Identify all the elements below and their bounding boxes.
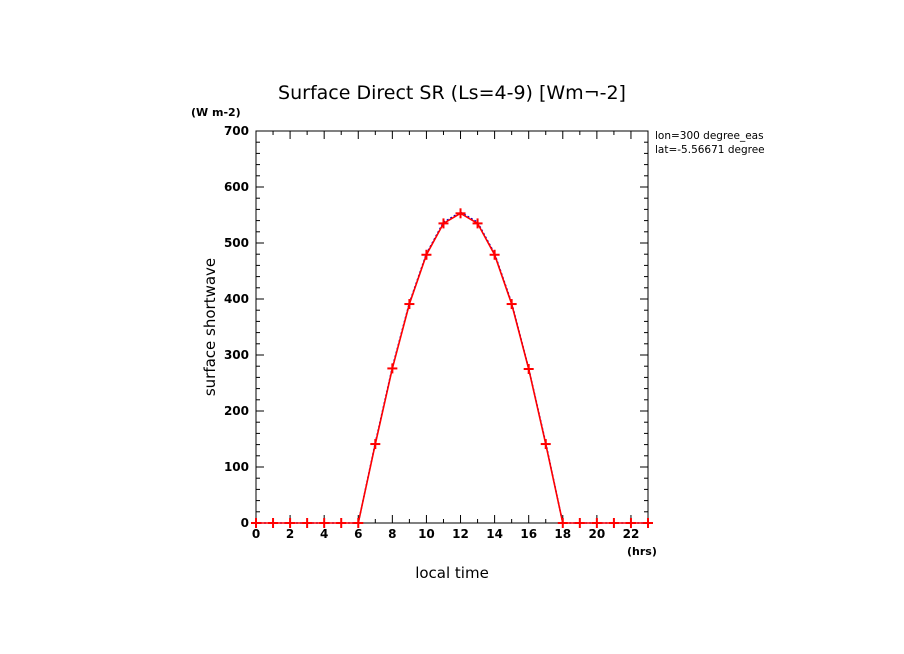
y-tick-label: 300 [224, 348, 249, 362]
plot-frame [255, 130, 649, 524]
data-point [540, 439, 551, 450]
x-tick-label: 18 [554, 527, 571, 541]
series-line [256, 211, 648, 524]
x-tick-label: 6 [354, 527, 362, 541]
y-tick-label: 600 [224, 180, 249, 194]
data-point [472, 218, 483, 229]
data-point [404, 299, 415, 310]
y-tick-label: 200 [224, 404, 249, 418]
data-point [608, 518, 619, 528]
series-line [256, 212, 648, 524]
data-point [268, 518, 279, 528]
y-unit-label: (W m-2) [191, 106, 241, 119]
annotation-lon: lon=300 degree_eas [655, 130, 764, 142]
data-point [251, 518, 261, 528]
data-point [591, 518, 602, 528]
data-point [336, 518, 347, 528]
x-tick-label: 8 [388, 527, 396, 541]
x-tick-label: 10 [418, 527, 435, 541]
x-tick-label: 0 [252, 527, 260, 541]
data-point [387, 363, 398, 374]
x-tick-label: 14 [486, 527, 503, 541]
data-point [506, 299, 517, 310]
data-point [643, 518, 653, 528]
data-point [625, 518, 636, 528]
data-point [489, 249, 500, 260]
data-point [438, 218, 449, 229]
data-point [353, 518, 364, 528]
y-axis-label: surface shortwave [201, 258, 219, 396]
data-point [455, 208, 466, 219]
x-tick-label: 22 [623, 527, 640, 541]
x-unit-label: (hrs) [627, 545, 657, 558]
y-tick-label: 400 [224, 292, 249, 306]
x-tick-label: 20 [589, 527, 606, 541]
y-tick-label: 0 [241, 516, 249, 530]
x-tick-label: 12 [452, 527, 469, 541]
x-tick-label: 16 [520, 527, 537, 541]
data-point [523, 364, 534, 374]
data-point [302, 518, 313, 528]
x-tick-label: 2 [286, 527, 294, 541]
x-tick-label: 4 [320, 527, 328, 541]
data-point [557, 518, 568, 528]
data-point [574, 518, 585, 528]
y-tick-label: 100 [224, 460, 249, 474]
y-tick-label: 700 [224, 124, 249, 138]
annotation-lat: lat=-5.56671 degree [655, 144, 765, 156]
data-point [421, 249, 432, 260]
data-point [370, 439, 381, 450]
x-axis-label: local time [415, 564, 489, 582]
y-tick-label: 500 [224, 236, 249, 250]
data-point [319, 518, 330, 528]
chart-title: Surface Direct SR (Ls=4-9) [Wm¬-2] [278, 82, 626, 104]
data-point [285, 518, 296, 528]
